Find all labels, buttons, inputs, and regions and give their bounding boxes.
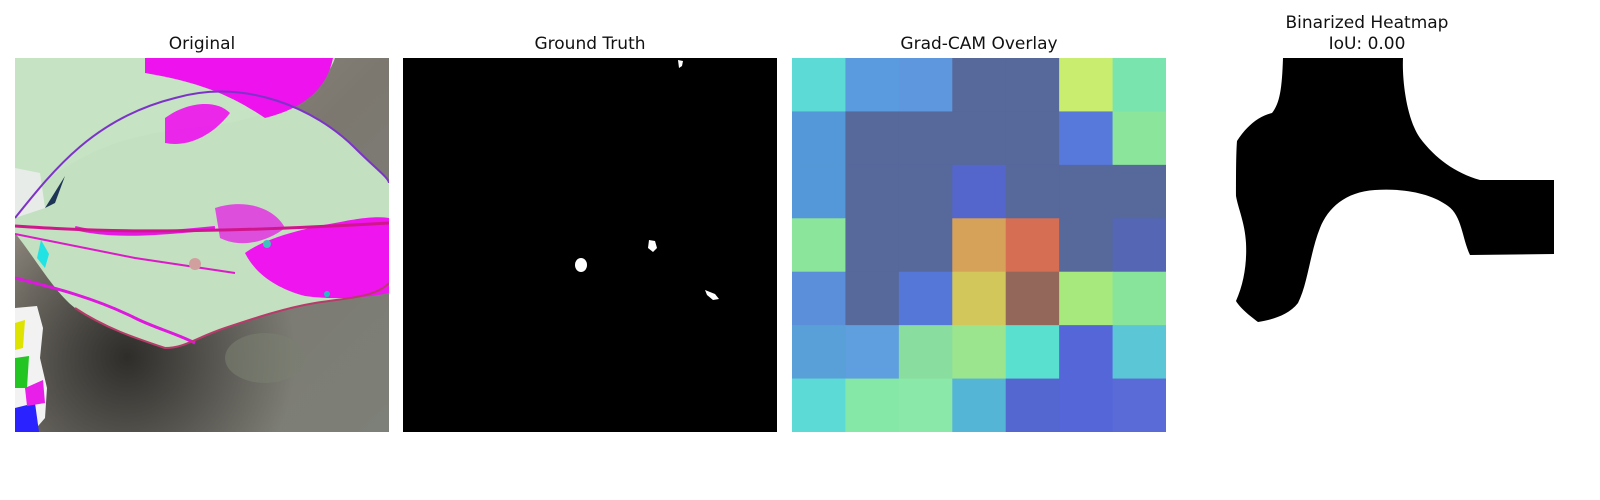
gradcam-cell bbox=[845, 378, 900, 432]
gradcam-cell bbox=[1112, 325, 1166, 380]
gradcam-cell bbox=[1005, 325, 1060, 380]
gradcam-cell bbox=[898, 164, 953, 219]
gradcam-cell bbox=[1005, 378, 1060, 432]
gradcam-cell bbox=[792, 58, 846, 112]
ground-truth-mask bbox=[403, 58, 777, 432]
gradcam-cell bbox=[1112, 378, 1166, 432]
gradcam-cell bbox=[845, 111, 900, 166]
gradcam-cell bbox=[898, 218, 953, 273]
gradcam-cell bbox=[1112, 164, 1166, 219]
gradcam-heatmap-grid bbox=[792, 58, 1166, 432]
panel-title-binarized-heatmap: Binarized Heatmap IoU: 0.00 bbox=[1180, 13, 1554, 55]
gradcam-cell bbox=[898, 378, 953, 432]
gradcam-cell bbox=[1059, 325, 1114, 380]
gradcam-cell bbox=[1005, 218, 1060, 273]
gradcam-cell bbox=[792, 271, 846, 326]
gradcam-cell bbox=[952, 111, 1007, 166]
panel-title-ground-truth: Ground Truth bbox=[534, 34, 646, 54]
gradcam-cell bbox=[1059, 111, 1114, 166]
gradcam-cell bbox=[952, 378, 1007, 432]
gradcam-cell bbox=[1005, 58, 1060, 112]
gradcam-cell bbox=[1112, 271, 1166, 326]
gradcam-cell bbox=[952, 325, 1007, 380]
gradcam-cell bbox=[845, 271, 900, 326]
gradcam-cell bbox=[792, 218, 846, 273]
panel-title-iou-score: IoU: 0.00 bbox=[1328, 34, 1406, 54]
gradcam-cell bbox=[792, 378, 846, 432]
gradcam-cell bbox=[1112, 58, 1166, 112]
gradcam-cell bbox=[845, 218, 900, 273]
gradcam-cell bbox=[1005, 111, 1060, 166]
gradcam-cell bbox=[898, 271, 953, 326]
gradcam-cell bbox=[1112, 218, 1166, 273]
gradcam-cell bbox=[792, 325, 846, 380]
gradcam-cell bbox=[952, 271, 1007, 326]
gradcam-cell bbox=[952, 58, 1007, 112]
gradcam-cell bbox=[845, 58, 900, 112]
panel-title-gradcam-overlay: Grad-CAM Overlay bbox=[900, 34, 1058, 54]
gradcam-cell bbox=[898, 58, 953, 112]
gradcam-cell bbox=[845, 164, 900, 219]
gradcam-cell bbox=[952, 218, 1007, 273]
gradcam-cell bbox=[1059, 58, 1114, 112]
gradcam-cell bbox=[1059, 271, 1114, 326]
gradcam-cell bbox=[792, 164, 846, 219]
panel-title-binarized-heatmap-line1: Binarized Heatmap bbox=[1285, 13, 1449, 33]
original-image bbox=[15, 58, 389, 432]
gradcam-cell bbox=[898, 111, 953, 166]
gradcam-cell bbox=[1005, 271, 1060, 326]
gradcam-cell bbox=[952, 164, 1007, 219]
gradcam-cell bbox=[898, 325, 953, 380]
gradcam-cell bbox=[1059, 218, 1114, 273]
gradcam-overlay bbox=[792, 58, 1166, 432]
gradcam-cell bbox=[792, 111, 846, 166]
binarized-heatmap bbox=[1180, 58, 1554, 432]
panel-title-original: Original bbox=[168, 34, 236, 54]
gradcam-cell bbox=[1059, 378, 1114, 432]
gradcam-cell bbox=[1059, 164, 1114, 219]
gradcam-cell bbox=[845, 325, 900, 380]
gradcam-cell bbox=[1112, 111, 1166, 166]
gradcam-cell bbox=[1005, 164, 1060, 219]
